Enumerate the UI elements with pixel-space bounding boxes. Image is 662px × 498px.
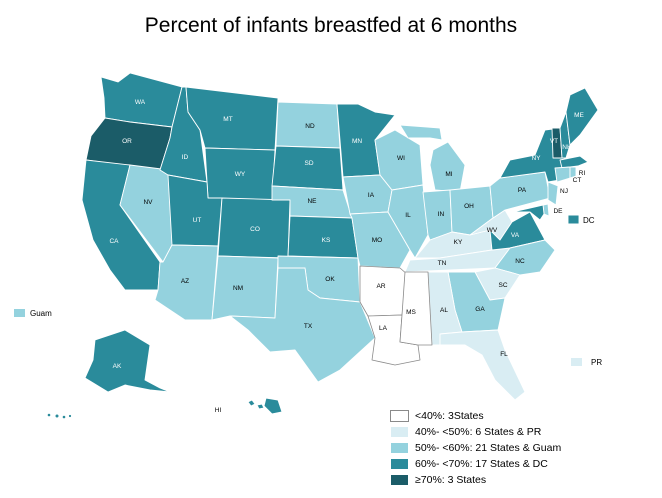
label-WA: WA [135, 99, 146, 106]
legend-item: 50%- <60%: 21 States & Guam [390, 440, 561, 456]
label-IA: IA [368, 192, 375, 199]
state-MD[interactable] [511, 204, 545, 221]
state-AR[interactable] [359, 265, 409, 317]
label-MD: MD [552, 222, 562, 229]
map-title: Percent of infants breastfed at 6 months [144, 14, 518, 37]
label-VT: VT [550, 138, 558, 145]
label-ME: ME [574, 112, 584, 119]
label-NJ: NJ [560, 188, 568, 195]
legend-label: ≥70%: 3 States [415, 474, 487, 486]
label-NE: NE [307, 198, 317, 205]
legend-label: 40%- <50%: 6 States & PR [415, 426, 542, 438]
label-NV: NV [143, 199, 153, 206]
label-TN: TN [438, 260, 447, 267]
legend-swatch [390, 458, 409, 470]
legend-label: 50%- <60%: 21 States & Guam [415, 442, 562, 454]
label-AL: AL [440, 307, 448, 314]
label-LA: LA [379, 325, 388, 332]
state-ME[interactable] [565, 87, 599, 146]
state-HI[interactable] [247, 397, 283, 415]
legend-item: 60%- <70%: 17 States & DC [390, 456, 561, 472]
label-AZ: AZ [181, 278, 189, 285]
label-IN: IN [438, 211, 445, 218]
legend-item: <40%: 3States [390, 408, 561, 424]
label-WY: WY [235, 171, 246, 178]
legend: <40%: 3States 40%- <50%: 6 States & PR 50%… [390, 408, 561, 488]
label-WV: WV [487, 227, 498, 234]
label-CO: CO [250, 226, 260, 233]
label-NC: NC [515, 258, 525, 265]
pr-swatch [571, 358, 582, 366]
label-ND: ND [305, 123, 315, 130]
legend-swatch [390, 426, 409, 438]
state-NJ[interactable] [547, 181, 559, 206]
label-CT: CT [573, 177, 582, 184]
state-DC[interactable] [567, 214, 580, 225]
state-FL[interactable] [439, 329, 526, 401]
label-AR: AR [376, 283, 385, 290]
state-NM[interactable] [211, 255, 279, 321]
label-DE: DE [553, 208, 563, 215]
legend-swatch [390, 442, 409, 454]
label-MI: MI [445, 171, 452, 178]
label-UT: UT [193, 217, 202, 224]
state-NH[interactable] [559, 111, 571, 159]
label-AK: AK [113, 363, 122, 370]
hawaii-western-islets [47, 413, 72, 419]
label-MO: MO [372, 237, 382, 244]
label-SC: SC [498, 282, 507, 289]
label-KS: KS [322, 237, 331, 244]
label-PA: PA [518, 187, 527, 194]
label-MN: MN [352, 138, 362, 145]
label-GA: GA [475, 306, 485, 313]
legend-label: 60%- <70%: 17 States & DC [415, 458, 548, 470]
legend-swatch [390, 410, 409, 422]
label-OH: OH [464, 203, 474, 210]
label-OR: OR [122, 138, 132, 145]
state-MA[interactable] [559, 155, 589, 169]
label-NH: NH [562, 144, 572, 151]
state-RI[interactable] [569, 166, 577, 179]
label-CA: CA [109, 238, 119, 245]
label-SD: SD [304, 160, 313, 167]
label-WI: WI [397, 155, 405, 162]
state-TX[interactable] [229, 267, 376, 383]
state-AZ[interactable] [154, 244, 219, 321]
state-CT[interactable] [554, 166, 571, 183]
label-TX: TX [304, 323, 313, 330]
label-ID: ID [182, 154, 189, 161]
label-MA: MA [583, 150, 593, 157]
label-NM: NM [233, 285, 243, 292]
label-FL: FL [500, 351, 508, 358]
legend-item: 40%- <50%: 6 States & PR [390, 424, 561, 440]
label-NY: NY [531, 155, 541, 162]
label-IL: IL [405, 212, 411, 219]
state-MS[interactable] [399, 271, 433, 346]
label-MT: MT [223, 116, 232, 123]
state-AK[interactable] [84, 329, 171, 393]
label-OK: OK [325, 276, 335, 283]
label-DC: DC [583, 216, 595, 225]
legend-item: ≥70%: 3 States [390, 472, 561, 488]
legend-label: <40%: 3States [415, 410, 484, 422]
guam-swatch [14, 309, 25, 317]
label-KY: KY [454, 239, 463, 246]
label-HI: HI [215, 407, 222, 414]
label-pr: PR [591, 358, 602, 367]
label-guam: Guam [30, 309, 52, 318]
legend-swatch [390, 474, 409, 486]
label-VA: VA [511, 232, 520, 239]
state-SD[interactable] [271, 145, 344, 191]
label-RI: RI [579, 170, 586, 177]
label-MS: MS [406, 309, 416, 316]
